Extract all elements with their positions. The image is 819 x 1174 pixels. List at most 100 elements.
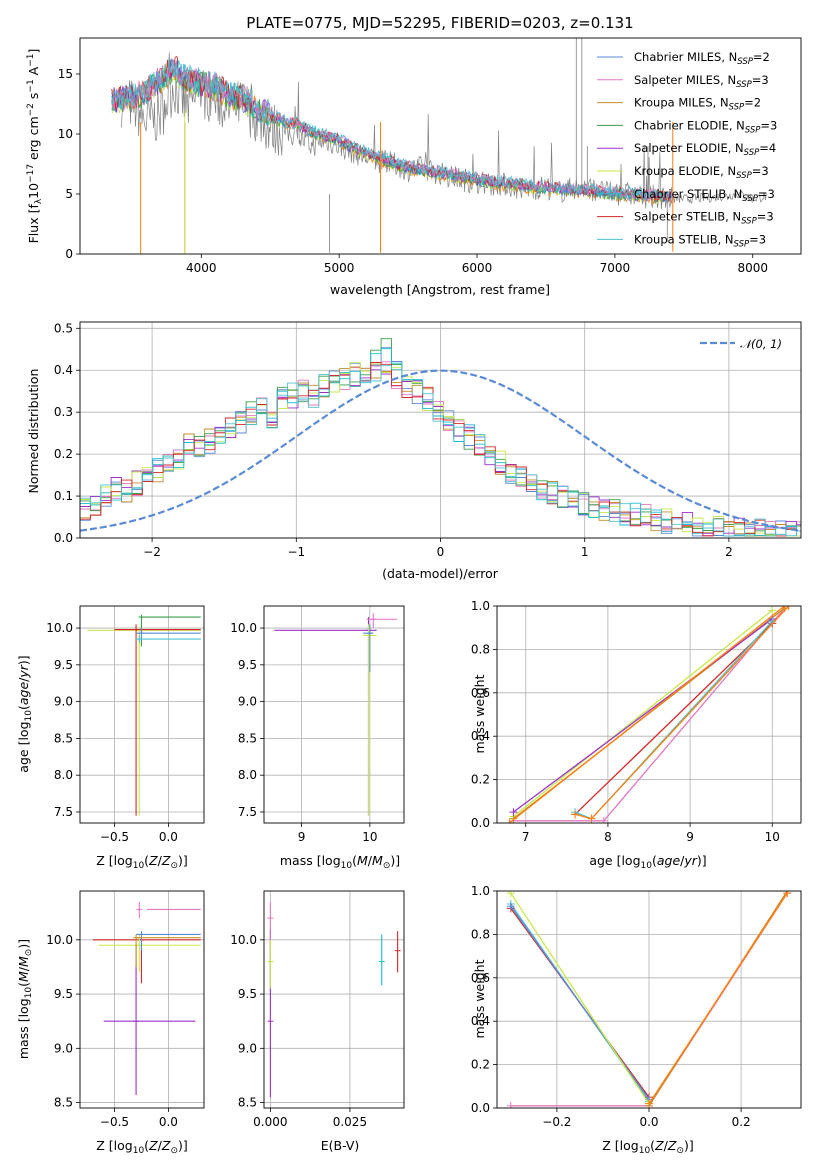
y-tick-label: 8.5	[54, 731, 73, 745]
mass-vs-metallicity-plot: −0.5 0.0 8.5 9.0 9.5 10.0	[46, 890, 205, 1129]
y-tick-label: 0.8	[471, 927, 490, 941]
ageZ-ylabel: age [log10(age/yr)]	[16, 655, 34, 772]
weight-marker	[645, 1099, 653, 1108]
y-tick-label: 9.0	[54, 1041, 73, 1055]
weight-marker	[571, 810, 580, 819]
y-tick-label: 9.5	[54, 987, 73, 1001]
legend-entry: Salpeter ELODIE, NSSP=4	[634, 141, 776, 158]
observed-spectrum-red	[672, 189, 767, 204]
residual-histogram	[80, 361, 801, 537]
x-tick-label: 10	[765, 830, 780, 844]
weight-marker	[587, 814, 596, 823]
gaussian-curve	[80, 369, 799, 532]
y-tick-label: 15	[58, 67, 73, 81]
weight-marker	[768, 606, 777, 615]
x-tick-label: 4000	[186, 261, 217, 275]
residual-histogram	[80, 338, 801, 537]
y-tick-label: 10.0	[230, 621, 257, 635]
y-tick-label: 1.0	[471, 599, 490, 613]
residual-histogram	[80, 362, 801, 537]
axes-frame	[79, 37, 802, 255]
legend-entry: 𝒩(0, 1)	[740, 337, 782, 351]
age-vs-mass-plot: 9 10 7.5 8.0 8.5 9.0 9.5 10.0	[230, 605, 405, 844]
weight-marker	[506, 1101, 515, 1108]
y-tick-label: 0.0	[471, 1101, 490, 1115]
y-tick-label: 9.0	[238, 1041, 257, 1055]
x-tick-label: −1	[287, 545, 305, 559]
y-tick-label: 8.0	[54, 768, 73, 782]
legend-entry: Salpeter MILES, NSSP=3	[634, 73, 769, 90]
weight-vs-metallicity-plot: −0.2 0.0 0.2 0.0 0.2 0.4 0.6 0.8 1.0	[471, 884, 802, 1129]
residuals-xlabel: (data-model)/error	[382, 566, 499, 581]
y-tick-label: 8.0	[238, 768, 257, 782]
model-spectrum	[111, 59, 673, 202]
y-tick-label: 9.5	[238, 987, 257, 1001]
y-tick-label: 0.0	[471, 816, 490, 830]
x-tick-label: 9	[686, 830, 694, 844]
x-tick-label: 0.0	[159, 830, 178, 844]
x-tick-label: 0.2	[732, 1115, 751, 1129]
weight-line	[510, 905, 650, 1100]
y-tick-label: 10.0	[46, 621, 73, 635]
axes-frame	[496, 890, 802, 1109]
plot-area	[87, 614, 201, 816]
x-tick-label: −2	[143, 545, 161, 559]
axes-frame	[79, 605, 205, 824]
x-tick-label: 8	[604, 830, 612, 844]
y-tick-label: 0.2	[54, 447, 73, 461]
y-tick-label: 1.0	[471, 884, 490, 898]
spectrum-xlabel: wavelength [Angstrom, rest frame]	[330, 282, 550, 297]
y-tick-label: 0.4	[54, 363, 73, 377]
weight-line	[648, 892, 788, 1105]
y-tick-label: 8.5	[54, 1096, 73, 1110]
residual-histogram	[80, 347, 801, 537]
x-tick-label: 0.000	[253, 1115, 287, 1129]
weight-marker	[599, 816, 608, 823]
y-tick-label: 0.0	[54, 531, 73, 545]
legend-entry: Chabrier STELIB, NSSP=3	[634, 187, 775, 204]
weight-marker	[505, 819, 514, 823]
x-tick-label: 0.0	[159, 1115, 178, 1129]
plot-area	[506, 891, 792, 1108]
x-tick-label: 0.0	[639, 1115, 658, 1129]
wZ-ylabel: mass weight	[472, 959, 487, 1038]
y-tick-label: 9.5	[238, 658, 257, 672]
weight-line	[574, 622, 773, 815]
x-tick-label: 5000	[324, 261, 355, 275]
wAge-ylabel: mass weight	[472, 674, 487, 753]
legend-entry: Chabrier ELODIE, NSSP=3	[634, 118, 777, 135]
y-tick-label: 5	[65, 187, 73, 201]
plot-area	[505, 606, 793, 823]
weight-marker	[783, 891, 792, 898]
y-tick-label: 0.4	[471, 1014, 490, 1028]
weight-line	[510, 892, 650, 1105]
y-tick-label: 8.5	[238, 731, 257, 745]
y-tick-label: 0.4	[471, 729, 490, 743]
plot-area	[111, 38, 767, 254]
ageM-xlabel: mass [log10(M/M⊙)]	[280, 853, 400, 871]
age-vs-metallicity-plot: −0.5 0.0 7.5 8.0 8.5 9.0 9.5 10.0	[46, 605, 205, 844]
y-tick-label: 0.6	[471, 686, 490, 700]
residual-histogram	[80, 348, 801, 537]
weight-line	[513, 618, 773, 813]
weight-line	[574, 620, 773, 820]
y-tick-label: 0.5	[54, 321, 73, 335]
residuals-ylabel: Normed distribution	[26, 369, 41, 494]
weight-marker	[780, 606, 789, 610]
residual-histogram	[80, 366, 801, 537]
y-tick-label: 10	[58, 127, 73, 141]
y-tick-label: 10.0	[46, 933, 73, 947]
y-tick-label: 9.5	[54, 658, 73, 672]
y-tick-label: 9.0	[54, 695, 73, 709]
legend-entry: Chabrier MILES, NSSP=2	[634, 50, 770, 67]
weight-vs-age-plot: 7 8 9 10 0.0 0.2 0.4 0.6 0.8 1.0	[471, 599, 802, 844]
x-tick-label: 10	[362, 830, 377, 844]
plot-area	[92, 901, 201, 1095]
y-tick-label: 0.3	[54, 405, 73, 419]
spectrum-title: PLATE=0775, MJD=52295, FIBERID=0203, z=0…	[246, 14, 633, 32]
x-tick-label: −0.5	[100, 830, 129, 844]
y-tick-label: 10.0	[230, 933, 257, 947]
x-tick-label: 0.025	[333, 1115, 367, 1129]
y-tick-label: 0.2	[471, 1058, 490, 1072]
